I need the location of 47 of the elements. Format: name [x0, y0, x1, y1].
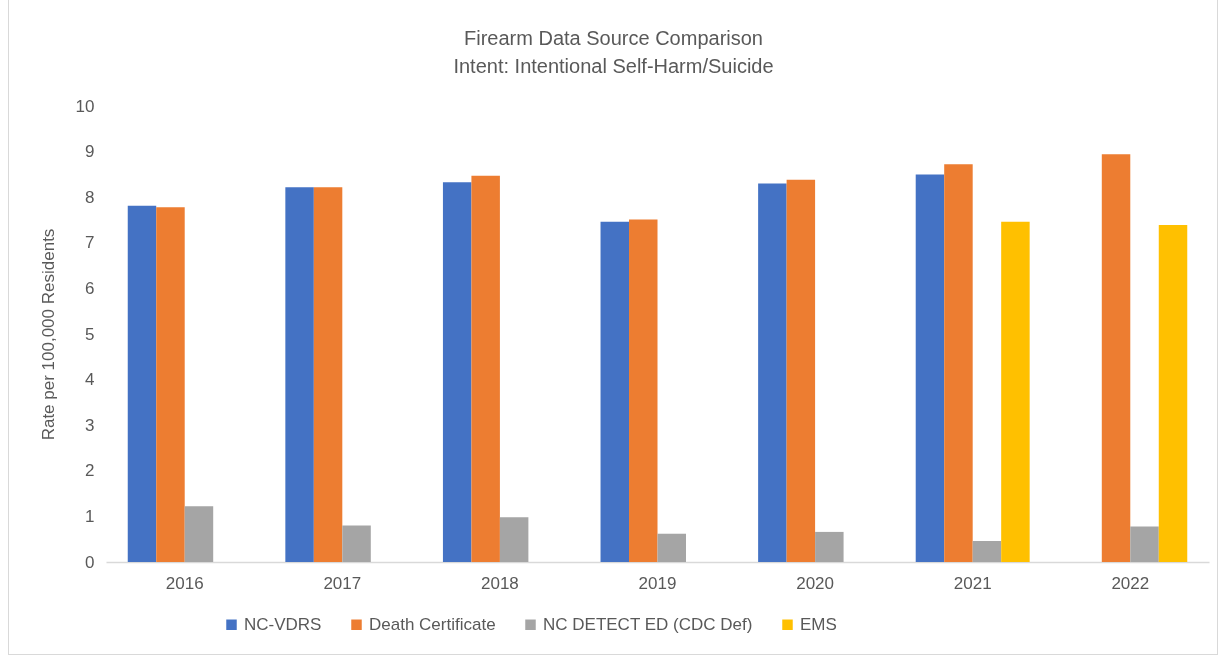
legend-label: EMS	[800, 614, 837, 634]
bar	[972, 541, 1002, 562]
y-tick-label: 7	[85, 233, 95, 253]
y-tick-label: 0	[85, 552, 95, 572]
bar	[342, 525, 371, 562]
y-tick-label: 5	[85, 324, 95, 344]
bar	[127, 205, 157, 562]
x-tick-label: 2019	[638, 573, 677, 593]
bar	[471, 175, 500, 562]
x-tick-label: 2017	[323, 573, 362, 593]
legend-label: NC-VDRS	[244, 614, 322, 634]
bar	[915, 174, 945, 562]
bar	[1130, 526, 1159, 562]
bar	[1101, 154, 1131, 562]
chart-subtitle: Intent: Intentional Self-Harm/Suicide	[453, 55, 774, 77]
bar	[285, 187, 314, 562]
bar	[657, 533, 686, 562]
bar	[758, 183, 787, 562]
bar	[313, 187, 343, 562]
y-tick-label: 4	[85, 370, 95, 390]
x-tick-label: 2020	[796, 573, 835, 593]
y-tick-label: 1	[85, 506, 95, 526]
y-tick-label: 10	[75, 96, 95, 116]
y-tick-label: 3	[85, 415, 95, 435]
bar	[442, 182, 472, 562]
bar	[815, 531, 844, 562]
x-tick-label: 2016	[165, 573, 204, 593]
bar	[1158, 225, 1188, 562]
bar	[944, 164, 973, 562]
chart-title: Firearm Data Source Comparison	[464, 27, 763, 49]
y-axis-title: Rate per 100,000 Residents	[38, 228, 58, 441]
bar	[156, 207, 185, 562]
bar	[786, 179, 816, 562]
y-tick-label: 8	[85, 187, 95, 207]
bar	[600, 221, 630, 562]
bar	[629, 219, 658, 562]
x-tick-label: 2021	[953, 573, 992, 593]
bar	[1001, 221, 1030, 562]
legend-label: Death Certificate	[369, 614, 496, 634]
bar	[184, 506, 214, 562]
y-tick-label: 2	[85, 461, 95, 481]
y-tick-label: 6	[85, 278, 95, 298]
x-tick-label: 2018	[480, 573, 519, 593]
y-tick-label: 9	[85, 142, 95, 162]
x-tick-label: 2022	[1111, 573, 1150, 593]
bar	[499, 517, 529, 562]
legend-label: NC DETECT ED (CDC Def)	[543, 614, 753, 634]
